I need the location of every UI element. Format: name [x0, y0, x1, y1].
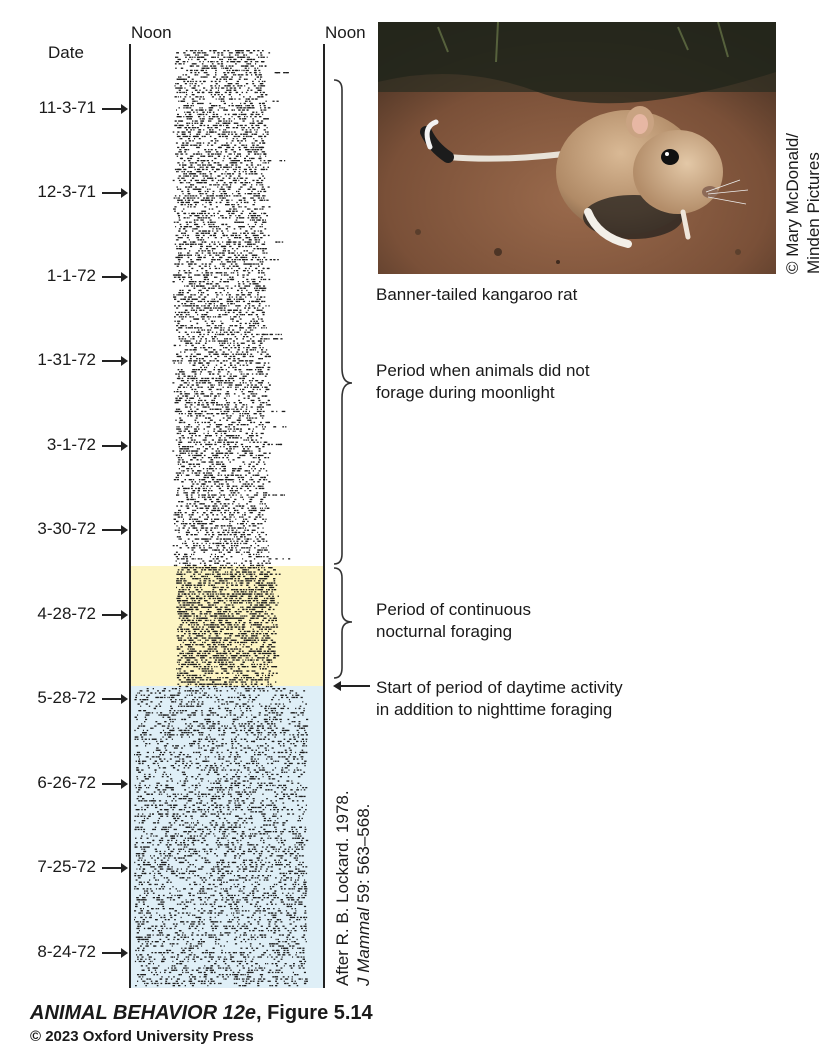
date-arrow-icon: [102, 188, 128, 198]
continuous-period-brace: [333, 567, 353, 679]
moonlight-period-line2: forage during moonlight: [376, 383, 555, 402]
continuous-foraging-band: [130, 566, 324, 686]
date-arrow-icon: [102, 863, 128, 873]
date-tick: 6-26-72: [0, 773, 130, 795]
moonlight-period-label: Period when animals did not forage durin…: [376, 360, 590, 404]
date-tick: 3-30-72: [0, 519, 130, 541]
date-arrow-icon: [102, 272, 128, 282]
date-arrow-icon: [102, 948, 128, 958]
date-label: 1-1-72: [46, 266, 96, 285]
source-citation: After R. B. Lockard. 1978. J Mammal 59: …: [332, 790, 374, 986]
left-noon-line: [129, 44, 131, 988]
date-label: 1-31-72: [37, 350, 96, 369]
date-label: 4-28-72: [37, 604, 96, 623]
daytime-activity-line1: Start of period of daytime activity: [376, 678, 623, 697]
citation-journal: J Mammal: [354, 907, 373, 986]
daytime-start-arrow-icon: [333, 681, 370, 691]
date-label: 3-30-72: [37, 519, 96, 538]
book-title: ANIMAL BEHAVIOR 12e: [30, 1002, 256, 1024]
date-arrow-icon: [102, 441, 128, 451]
date-arrow-icon: [102, 779, 128, 789]
date-arrow-icon: [102, 694, 128, 704]
copyright-notice: © 2023 Oxford University Press: [30, 1028, 254, 1045]
date-arrow-icon: [102, 525, 128, 535]
photo-credit: © Mary McDonald/ Minden Pictures: [782, 133, 824, 274]
date-label: 6-26-72: [37, 773, 96, 792]
daytime-activity-label: Start of period of daytime activity in a…: [376, 677, 623, 721]
figure-number: , Figure 5.14: [255, 1002, 373, 1024]
date-tick: 1-1-72: [0, 266, 130, 288]
date-label: 5-28-72: [37, 688, 96, 707]
date-tick: 11-3-71: [0, 98, 130, 120]
right-noon-line: [323, 44, 325, 988]
date-label: 3-1-72: [46, 435, 96, 454]
citation-line1: After R. B. Lockard. 1978.: [333, 790, 352, 986]
date-tick: 5-28-72: [0, 688, 130, 710]
date-tick: 8-24-72: [0, 942, 130, 964]
date-tick: 1-31-72: [0, 350, 130, 372]
date-label: 12-3-71: [37, 182, 96, 201]
left-noon-label: Noon: [131, 23, 172, 42]
date-label: 7-25-72: [37, 857, 96, 876]
continuous-period-label: Period of continuous nocturnal foraging: [376, 599, 531, 643]
daytime-activity-line2: in addition to nighttime foraging: [376, 700, 613, 719]
kangaroo-rat-photo: [378, 22, 776, 274]
date-label: 8-24-72: [37, 942, 96, 961]
date-tick: 12-3-71: [0, 182, 130, 204]
photo-caption: Banner-tailed kangaroo rat: [376, 285, 578, 304]
daytime-activity-band: [130, 686, 324, 988]
moonlight-period-brace: [333, 79, 353, 565]
date-label: 11-3-71: [38, 98, 96, 117]
date-tick: 3-1-72: [0, 435, 130, 457]
citation-volume: 59: 563–568.: [354, 803, 373, 908]
citation-line2: J Mammal 59: 563–568.: [353, 790, 374, 986]
date-arrow-icon: [102, 104, 128, 114]
date-tick: 4-28-72: [0, 604, 130, 626]
figure-title: ANIMAL BEHAVIOR 12e, Figure 5.14: [30, 1002, 373, 1025]
right-noon-label: Noon: [325, 23, 366, 42]
photo-credit-line2: Minden Pictures: [804, 152, 823, 274]
date-arrow-icon: [102, 356, 128, 366]
activity-dots: [134, 50, 309, 987]
continuous-period-line1: Period of continuous: [376, 600, 531, 619]
date-arrow-icon: [102, 610, 128, 620]
date-header: Date: [48, 43, 84, 62]
continuous-period-line2: nocturnal foraging: [376, 622, 513, 641]
photo-credit-line1: © Mary McDonald/: [783, 132, 802, 274]
date-tick: 7-25-72: [0, 857, 130, 879]
moonlight-period-line1: Period when animals did not: [376, 361, 590, 380]
